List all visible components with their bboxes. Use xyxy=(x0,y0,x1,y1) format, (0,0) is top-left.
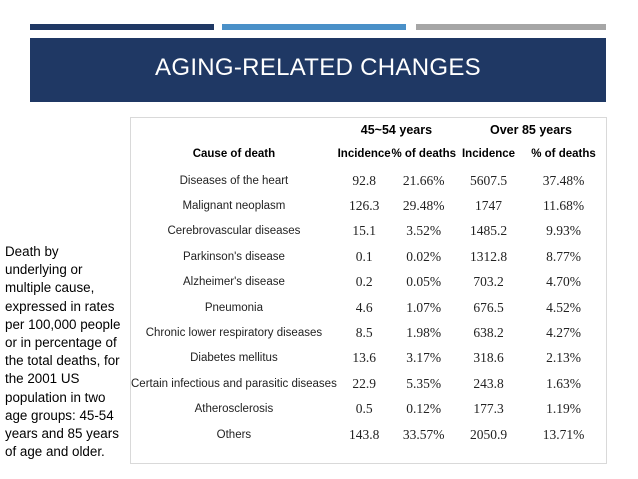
mortality-table: 45~54 years Over 85 years Cause of death… xyxy=(131,120,606,447)
cell-incidence-old: 177.3 xyxy=(473,401,504,417)
group-header-45-54: 45~54 years xyxy=(360,123,433,137)
title-banner: AGING-RELATED CHANGES xyxy=(30,38,606,102)
accent-bar-blue xyxy=(222,24,406,30)
cell-cause: Certain infectious and parasitic disease… xyxy=(131,377,337,390)
cell-incidence-young: 0.1 xyxy=(355,248,373,264)
cell-incidence-young: 0.2 xyxy=(355,274,373,290)
table-row: Chronic lower respiratory diseases 8.5 1.9… xyxy=(131,320,606,345)
cell-pct-young: 0.12% xyxy=(406,401,442,417)
group-header-over-85: Over 85 years xyxy=(489,123,572,137)
cell-pct-young: 0.05% xyxy=(406,274,442,290)
cell-cause: Atherosclerosis xyxy=(194,403,274,416)
cell-incidence-old: 703.2 xyxy=(473,274,504,290)
accent-bar-gray xyxy=(416,24,606,30)
table-row: Alzheimer's disease 0.2 0.05% 703.2 4.70% xyxy=(131,270,606,295)
cell-cause: Cerebrovascular diseases xyxy=(167,225,301,238)
table-row: Malignant neoplasm 126.3 29.48% 1747 11.68% xyxy=(131,193,606,218)
cell-incidence-old: 243.8 xyxy=(473,375,504,391)
cell-cause: Others xyxy=(216,428,252,441)
cell-pct-old: 9.93% xyxy=(546,223,581,239)
col-header-incidence-old: Incidence xyxy=(461,148,516,160)
cell-incidence-old: 638.2 xyxy=(473,325,504,341)
cell-pct-young: 21.66% xyxy=(402,172,445,188)
cell-incidence-young: 0.5 xyxy=(355,401,373,417)
cell-incidence-young: 143.8 xyxy=(348,426,380,442)
cell-cause: Alzheimer's disease xyxy=(182,276,285,289)
column-header-row: Cause of death Incidence % of deaths Inc… xyxy=(131,140,606,168)
table-row: Certain infectious and parasitic disease… xyxy=(131,371,606,396)
cell-pct-old: 4.52% xyxy=(546,299,581,315)
table-body: Diseases of the heart 92.8 21.66% 5607.5 37.… xyxy=(131,168,606,447)
cell-pct-young: 33.57% xyxy=(402,426,445,442)
cell-pct-young: 29.48% xyxy=(402,198,445,214)
cell-incidence-young: 4.6 xyxy=(355,299,373,315)
col-header-incidence-young: Incidence xyxy=(337,148,391,160)
cell-incidence-young: 126.3 xyxy=(348,198,380,214)
cell-incidence-young: 13.6 xyxy=(352,350,376,366)
table-row: Pneumonia 4.6 1.07% 676.5 4.52% xyxy=(131,295,606,320)
table-row: Parkinson's disease 0.1 0.02% 1312.8 8.77% xyxy=(131,244,606,269)
cell-pct-young: 3.17% xyxy=(406,350,442,366)
group-header-blank xyxy=(131,120,337,140)
cell-pct-old: 13.71% xyxy=(542,426,585,442)
mortality-table-frame: 45~54 years Over 85 years Cause of death… xyxy=(130,117,607,464)
cell-incidence-old: 676.5 xyxy=(473,299,504,315)
cell-incidence-young: 92.8 xyxy=(352,172,376,188)
cell-incidence-young: 22.9 xyxy=(352,375,376,391)
cell-pct-old: 8.77% xyxy=(546,248,581,264)
cell-pct-old: 1.19% xyxy=(546,401,581,417)
col-header-cause: Cause of death xyxy=(192,148,276,160)
cell-incidence-young: 8.5 xyxy=(355,325,373,341)
cell-pct-old: 2.13% xyxy=(546,350,581,366)
table-row: Others 143.8 33.57% 2050.9 13.71% xyxy=(131,422,606,447)
slide-title: AGING-RELATED CHANGES xyxy=(155,54,481,81)
cell-incidence-old: 318.6 xyxy=(473,350,504,366)
col-header-pct-young: % of deaths xyxy=(391,148,456,160)
cell-pct-old: 11.68% xyxy=(542,198,585,214)
cell-incidence-old: 1485.2 xyxy=(469,223,508,239)
table-row: Diabetes mellitus 13.6 3.17% 318.6 2.13% xyxy=(131,346,606,371)
cell-incidence-old: 1747 xyxy=(475,198,503,214)
accent-bar-navy xyxy=(30,24,214,30)
cell-pct-young: 1.07% xyxy=(406,299,442,315)
cell-incidence-old: 5607.5 xyxy=(469,172,508,188)
cell-incidence-old: 1312.8 xyxy=(469,248,508,264)
cell-incidence-young: 15.1 xyxy=(352,223,376,239)
cell-incidence-old: 2050.9 xyxy=(469,426,508,442)
cell-cause: Diseases of the heart xyxy=(179,174,289,187)
cell-pct-young: 0.02% xyxy=(406,248,442,264)
cell-pct-young: 1.98% xyxy=(406,325,442,341)
cell-pct-old: 4.70% xyxy=(546,274,581,290)
table-row: Cerebrovascular diseases 15.1 3.52% 1485.2 9… xyxy=(131,219,606,244)
cell-cause: Pneumonia xyxy=(204,301,264,314)
group-header-row: 45~54 years Over 85 years xyxy=(131,120,606,140)
cell-cause: Parkinson's disease xyxy=(182,250,285,263)
table-row: Diseases of the heart 92.8 21.66% 5607.5 37.… xyxy=(131,168,606,193)
cell-cause: Chronic lower respiratory diseases xyxy=(145,327,323,340)
cell-pct-young: 3.52% xyxy=(406,223,442,239)
cell-pct-old: 37.48% xyxy=(542,172,585,188)
cell-pct-old: 4.27% xyxy=(546,325,581,341)
cell-pct-old: 1.63% xyxy=(546,375,581,391)
cell-cause: Diabetes mellitus xyxy=(190,352,278,365)
table-row: Atherosclerosis 0.5 0.12% 177.3 1.19% xyxy=(131,397,606,422)
cell-pct-young: 5.35% xyxy=(406,375,442,391)
col-header-pct-old: % of deaths xyxy=(531,148,596,160)
side-description: Death by underlying or multiple cause, e… xyxy=(5,244,121,460)
cell-cause: Malignant neoplasm xyxy=(182,200,286,213)
